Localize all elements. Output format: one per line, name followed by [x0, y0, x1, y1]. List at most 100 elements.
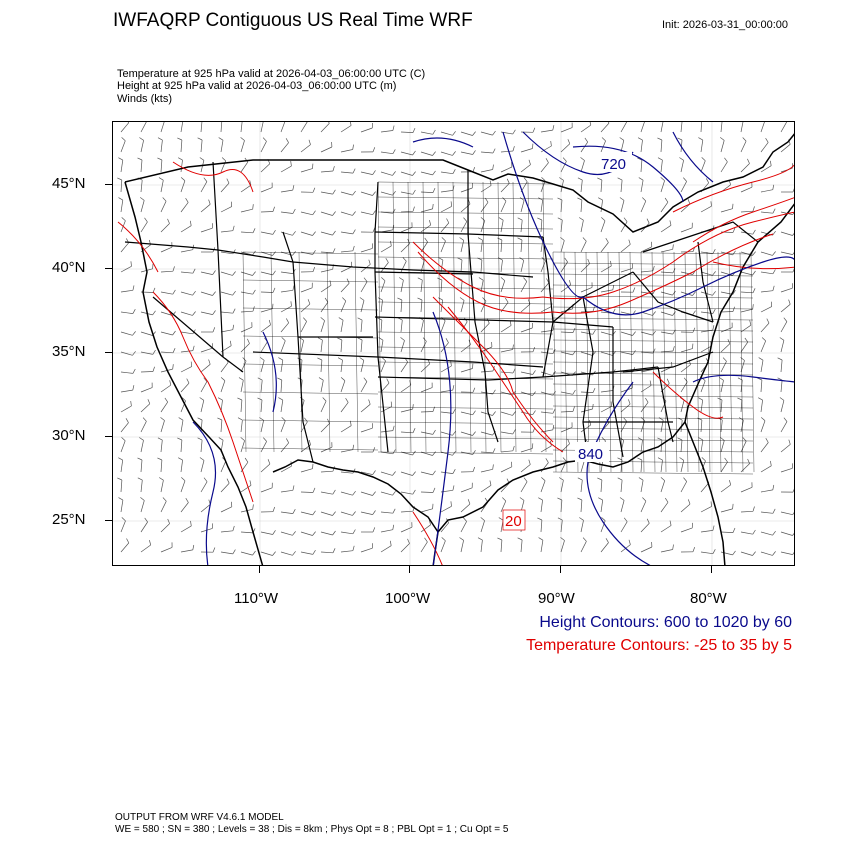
wind-barb: [740, 210, 754, 213]
wind-barb: [180, 249, 193, 253]
wind-barb: [400, 151, 413, 156]
wind-barb: [140, 200, 145, 213]
wind-barb: [560, 199, 563, 213]
wind-barb: [420, 224, 431, 233]
county-line: [497, 181, 502, 453]
lat-label-25n: 25°N: [52, 511, 86, 528]
wind-barb: [640, 270, 653, 273]
wind-barb-flag: [197, 137, 203, 141]
wind-barb-flag: [772, 184, 775, 190]
wind-barb: [380, 382, 390, 393]
wind-barb-flag: [679, 457, 684, 461]
county-line: [542, 181, 547, 453]
county-line: [629, 251, 634, 473]
wind-barb-flag: [523, 177, 528, 182]
wind-barb: [540, 162, 549, 173]
wind-barb: [420, 524, 431, 533]
wind-barb-flag: [452, 485, 455, 491]
wind-barb-flag: [480, 217, 486, 221]
wind-barb: [780, 421, 788, 433]
wind-barb-flag: [519, 197, 525, 201]
wind-barb: [380, 491, 393, 496]
wind-barb: [320, 491, 333, 495]
wind-barb-flag: [478, 277, 484, 281]
wind-barb: [760, 290, 773, 293]
wind-barb-flag: [452, 451, 456, 456]
wind-barb-flag: [577, 177, 583, 181]
wind-barb: [300, 303, 311, 313]
wind-barb-flag: [307, 299, 311, 305]
wind-barb: [760, 165, 772, 173]
wind-barb-flag: [332, 189, 336, 195]
wind-barb: [220, 271, 233, 276]
wind-barb: [660, 311, 673, 316]
wind-barb: [640, 351, 654, 354]
wind-barb: [380, 340, 384, 353]
wind-barb: [400, 526, 413, 533]
wind-barb: [640, 385, 652, 393]
wind-barb-flag: [232, 549, 236, 555]
wind-barb-flag: [252, 289, 256, 295]
wind-barb-flag: [317, 337, 323, 341]
wind-barb: [760, 251, 773, 256]
wind-barb-flag: [312, 210, 316, 215]
wind-barb: [600, 265, 612, 273]
wind-barb: [200, 504, 211, 513]
wind-barb: [600, 179, 603, 193]
wind-barb-flag: [352, 211, 356, 216]
wind-barb-flag: [450, 201, 452, 207]
wind-barb: [380, 280, 386, 293]
county-line: [242, 391, 379, 395]
wind-barb: [460, 203, 471, 213]
wind-barb: [680, 460, 685, 473]
wind-barb-flag: [512, 129, 516, 135]
wind-barb: [700, 530, 713, 533]
wind-barb: [460, 411, 473, 416]
wind-barb: [140, 159, 143, 173]
wind-barb-flag: [132, 309, 136, 314]
wind-barb: [480, 185, 492, 193]
wind-barb-flag: [579, 217, 584, 221]
wind-barb-flag: [117, 177, 122, 181]
wind-barb: [160, 140, 163, 153]
wind-barb-flag: [392, 171, 396, 176]
wind-barb-flag: [322, 397, 327, 402]
wind-barb-flag: [232, 525, 235, 531]
wind-barb-flag: [749, 320, 752, 326]
wind-barb-flag: [747, 158, 750, 164]
wind-barb-flag: [512, 429, 516, 435]
wind-barb: [160, 440, 163, 453]
wind-barb-flag: [772, 269, 776, 274]
wind-barb: [160, 459, 163, 473]
wind-barb: [240, 420, 243, 433]
wind-barb-flag: [412, 489, 416, 495]
wind-barb-flag: [608, 122, 610, 124]
wind-barb: [480, 280, 484, 293]
wind-barb-flag: [732, 527, 736, 533]
wind-barb: [680, 291, 693, 296]
wind-barb: [540, 260, 546, 273]
county-line: [298, 251, 303, 453]
wind-barb-flag: [698, 437, 704, 441]
wind-barb-flag: [717, 397, 723, 401]
wind-barb: [360, 491, 373, 496]
wind-barb-flag: [372, 447, 376, 453]
wind-barb: [180, 502, 189, 513]
wind-barb-flag: [560, 237, 565, 241]
wind-barb-flag: [272, 506, 276, 512]
wind-barb-flag: [492, 448, 496, 454]
wind-barb-flag: [142, 417, 147, 422]
wind-barb: [280, 322, 289, 333]
wind-barb: [360, 381, 368, 393]
wind-barb-flag: [452, 151, 456, 156]
wind-barb: [620, 480, 623, 493]
wind-barb: [460, 487, 473, 493]
wind-barb: [760, 322, 770, 333]
wind-barb-flag: [252, 250, 256, 256]
wind-barb-flag: [612, 308, 616, 314]
wind-barb: [480, 485, 492, 493]
wind-barb: [160, 246, 173, 253]
wind-barb-flag: [498, 517, 504, 521]
wind-barb: [500, 371, 514, 374]
wind-barb: [540, 480, 546, 493]
